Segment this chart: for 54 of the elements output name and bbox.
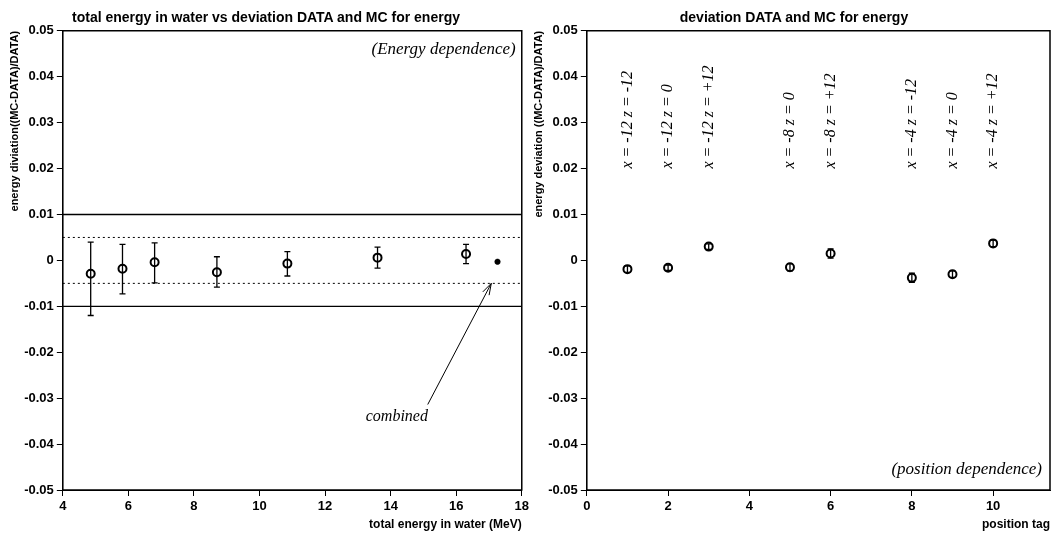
y-tick-label: -0.05 bbox=[548, 481, 578, 497]
x-tick-label: 4 bbox=[59, 498, 68, 514]
annotation: x = -4 z = 0 bbox=[942, 92, 960, 170]
y-tick-label: -0.02 bbox=[24, 343, 54, 359]
annotation: combined bbox=[365, 406, 429, 424]
y-tick-label: 0.04 bbox=[552, 68, 579, 84]
y-tick-label: 0.05 bbox=[28, 22, 54, 38]
x-tick-label: 10 bbox=[985, 498, 1001, 514]
y-tick-label: 0.02 bbox=[28, 160, 54, 176]
y-tick-label: -0.01 bbox=[548, 297, 578, 313]
y-tick-label: 0.02 bbox=[552, 160, 578, 176]
x-axis-title: position tag bbox=[982, 517, 1050, 532]
annotation: x = -4 z = -12 bbox=[902, 78, 920, 170]
y-tick-label: -0.03 bbox=[24, 389, 54, 405]
chart-title: total energy in water vs deviation DATA and MC for energy bbox=[72, 9, 461, 26]
x-axis-title: total energy in water (MeV) bbox=[369, 517, 522, 532]
annotation: x = -8 z = +12 bbox=[820, 73, 838, 170]
y-tick-label: 0.01 bbox=[552, 206, 578, 222]
y-tick-label: -0.05 bbox=[24, 481, 54, 497]
x-tick-label: 4 bbox=[745, 498, 754, 514]
annotation: x = -12 z = -12 bbox=[617, 70, 635, 170]
y-tick-label: 0 bbox=[46, 251, 54, 267]
y-tick-label: 0 bbox=[570, 251, 578, 267]
y-tick-label: -0.01 bbox=[24, 297, 54, 313]
annotation: x = -12 z = 0 bbox=[658, 84, 676, 170]
x-tick-label: 12 bbox=[317, 498, 333, 514]
point bbox=[493, 257, 502, 266]
y-tick-label: -0.02 bbox=[548, 343, 578, 359]
x-tick-label: 8 bbox=[908, 498, 916, 514]
y-tick-label: 0.04 bbox=[28, 68, 55, 84]
x-tick-label: 14 bbox=[383, 498, 399, 514]
y-tick-label: -0.04 bbox=[24, 435, 55, 451]
x-tick-label: 2 bbox=[664, 498, 672, 514]
x-tick-label: 6 bbox=[124, 498, 133, 514]
y-axis-title: energy diviation((MC-DATA)/DATA) bbox=[7, 30, 20, 212]
y-tick-label: 0.01 bbox=[28, 206, 54, 222]
y-tick-label: 0.03 bbox=[552, 114, 578, 130]
y-tick-label: -0.03 bbox=[548, 389, 578, 405]
annotation: (position dependence) bbox=[891, 458, 1043, 478]
x-tick-label: 10 bbox=[252, 498, 267, 514]
annotation: (Energy dependence) bbox=[371, 38, 517, 58]
y-tick-label: 0.03 bbox=[28, 114, 54, 130]
annotation: x = -8 z = 0 bbox=[780, 92, 798, 170]
annotation: x = -4 z = +12 bbox=[983, 73, 1001, 170]
y-tick-label: -0.04 bbox=[548, 435, 579, 451]
x-tick-label: 0 bbox=[583, 498, 591, 514]
x-tick-label: 18 bbox=[514, 498, 529, 514]
x-tick-label: 6 bbox=[826, 498, 835, 514]
y-tick-label: 0.05 bbox=[552, 22, 578, 38]
y-axis-title: energy deviation ((MC-DATA)/DATA) bbox=[531, 30, 544, 218]
chart-title: deviation DATA and MC for energy bbox=[679, 9, 909, 26]
annotation: x = -12 z = +12 bbox=[698, 65, 716, 170]
x-tick-label: 8 bbox=[190, 498, 198, 514]
x-tick-label: 16 bbox=[448, 498, 464, 514]
